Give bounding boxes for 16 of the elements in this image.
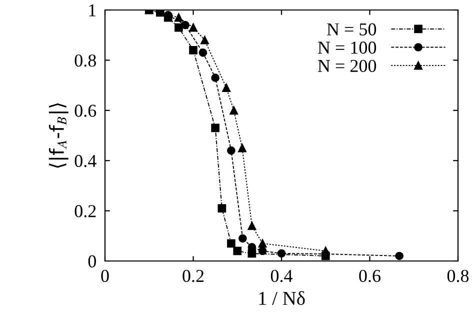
y-tick-label: 0.4	[74, 154, 96, 168]
y-tick-label: 0.8	[74, 54, 96, 67]
x-tick-label: 0.8	[447, 270, 469, 282]
y-tick-label: 0.2	[74, 205, 96, 218]
x-axis-title: 1 / Nδ	[259, 291, 305, 305]
x-tick-label: 0.4	[270, 270, 293, 282]
x-tick-label: 0	[101, 270, 109, 282]
y-axis-title: ⟨|f$_{A}$-f$_{B}$|⟩	[48, 103, 68, 168]
y-tick-label: 0.6	[74, 104, 96, 117]
x-tick-label: 0.6	[359, 270, 380, 282]
x-tick-label: 0.2	[182, 270, 204, 282]
legend-label: N = 100	[318, 42, 376, 54]
legend-label: N = 200	[318, 60, 376, 72]
y-tick-label: 1	[89, 4, 96, 16]
y-tick-label: 0	[88, 255, 96, 268]
legend-label: N = 50	[326, 23, 376, 36]
